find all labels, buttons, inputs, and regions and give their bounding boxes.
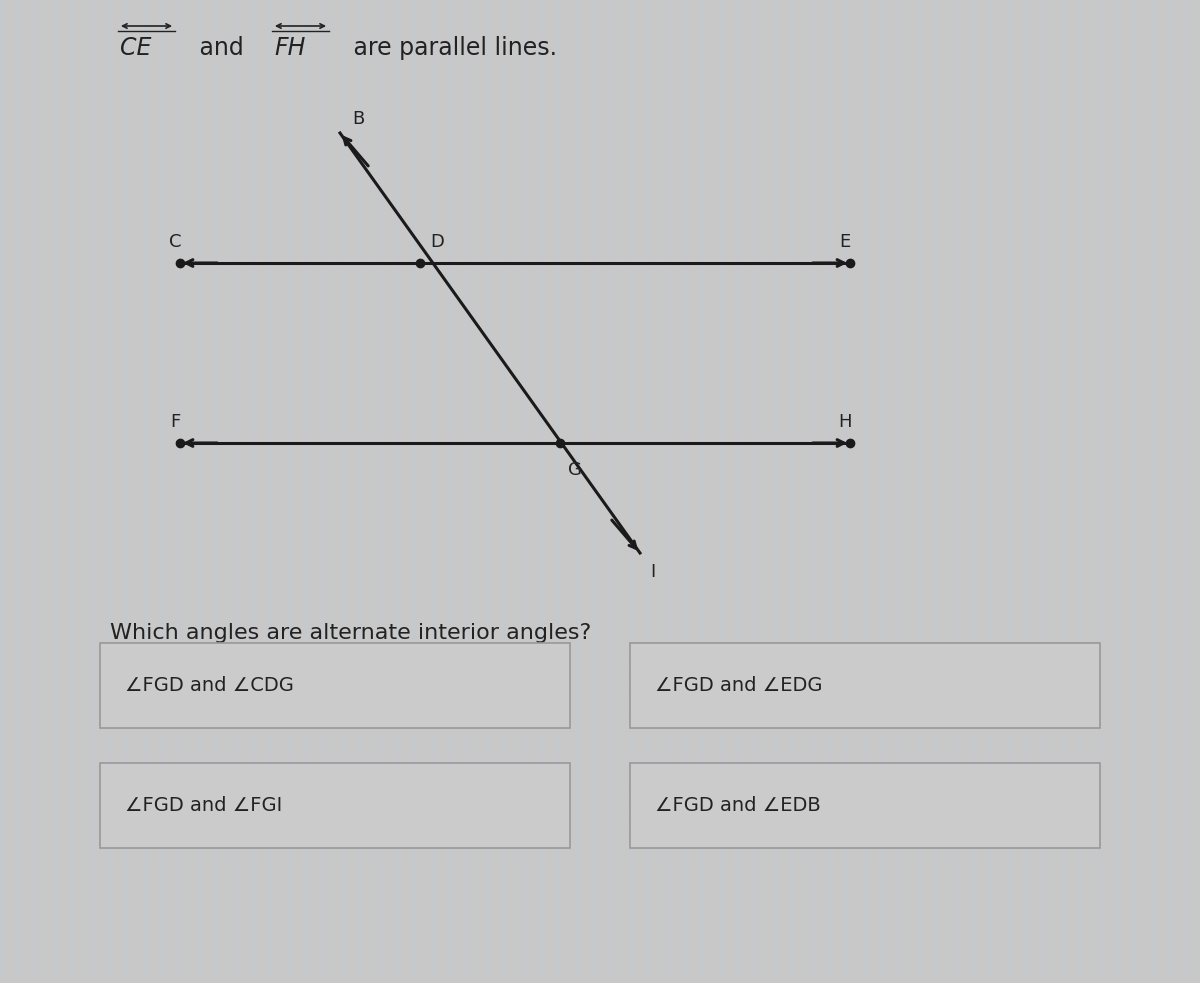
Text: ∠FGD and ∠FGI: ∠FGD and ∠FGI [125, 796, 282, 815]
Text: B: B [352, 110, 365, 128]
Text: ∠FGD and ∠CDG: ∠FGD and ∠CDG [125, 676, 294, 695]
Text: I: I [650, 563, 655, 581]
Text: H: H [839, 413, 852, 431]
Text: G: G [568, 461, 582, 479]
Text: ∠FGD and ∠EDG: ∠FGD and ∠EDG [655, 676, 822, 695]
Text: FH: FH [274, 36, 305, 60]
Text: and: and [192, 36, 251, 60]
FancyBboxPatch shape [100, 643, 570, 728]
Text: CE: CE [120, 36, 151, 60]
Text: C: C [169, 233, 181, 251]
FancyBboxPatch shape [100, 763, 570, 848]
Text: ∠FGD and ∠EDB: ∠FGD and ∠EDB [655, 796, 821, 815]
Text: E: E [839, 233, 851, 251]
Text: F: F [170, 413, 180, 431]
Text: are parallel lines.: are parallel lines. [346, 36, 557, 60]
Text: Which angles are alternate interior angles?: Which angles are alternate interior angl… [110, 623, 592, 643]
FancyBboxPatch shape [630, 763, 1100, 848]
FancyBboxPatch shape [630, 643, 1100, 728]
Text: D: D [430, 233, 444, 251]
